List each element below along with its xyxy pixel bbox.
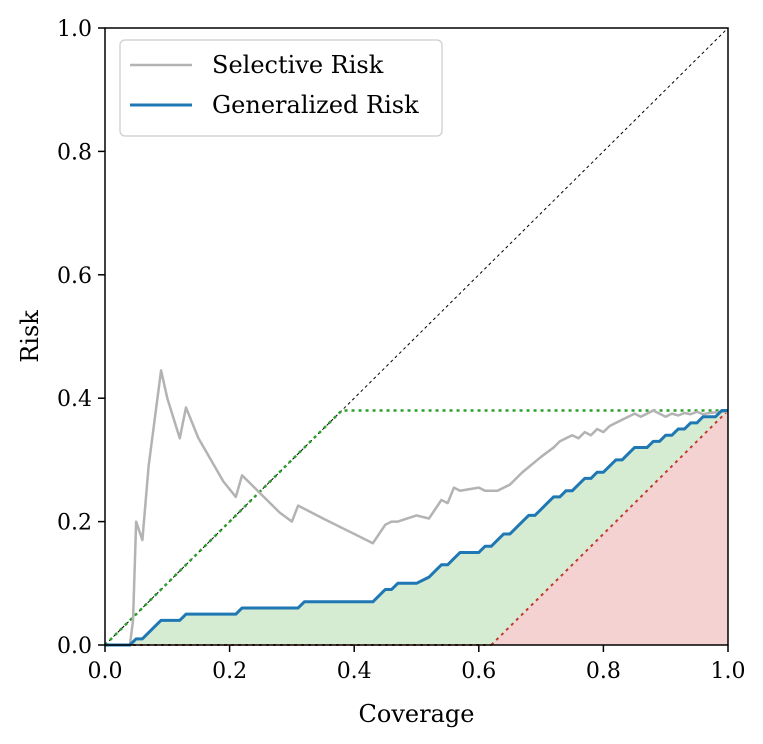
y-tick-label: 0.6 (57, 264, 92, 289)
y-tick-label: 0.4 (57, 387, 92, 412)
red-shaded-region (491, 410, 728, 645)
y-tick-label: 0.0 (57, 634, 92, 659)
y-tick-label: 1.0 (57, 17, 92, 42)
series-lines (105, 369, 728, 647)
x-tick-label: 0.8 (586, 659, 621, 684)
y-tick-label: 0.2 (57, 511, 92, 536)
legend-label-selective-risk: Selective Risk (212, 51, 384, 79)
legend-box (119, 39, 443, 137)
x-axis-ticks: 0.0 0.2 0.4 0.6 0.8 1.0 (88, 645, 746, 684)
selective-risk-line (105, 369, 728, 647)
green-dotted-bound (104, 409, 728, 646)
plot-frame (104, 27, 729, 646)
generalized-risk-line (105, 409, 728, 647)
shaded-regions (105, 410, 728, 645)
x-tick-label: 0.6 (461, 659, 496, 684)
y-axis-label: Risk (16, 310, 44, 363)
diagonal-reference-line (104, 27, 729, 646)
x-tick-label: 0.2 (212, 659, 247, 684)
y-tick-label: 0.8 (57, 140, 92, 165)
x-axis-label: Coverage (359, 700, 475, 728)
x-tick-label: 0.4 (337, 659, 372, 684)
legend-label-generalized-risk: Generalized Risk (212, 91, 419, 119)
legend: Selective Risk Generalized Risk (119, 39, 443, 137)
x-tick-label: 0.0 (88, 659, 123, 684)
y-axis-ticks: 0.0 0.2 0.4 0.6 0.8 1.0 (57, 17, 105, 659)
x-tick-label: 1.0 (711, 659, 746, 684)
